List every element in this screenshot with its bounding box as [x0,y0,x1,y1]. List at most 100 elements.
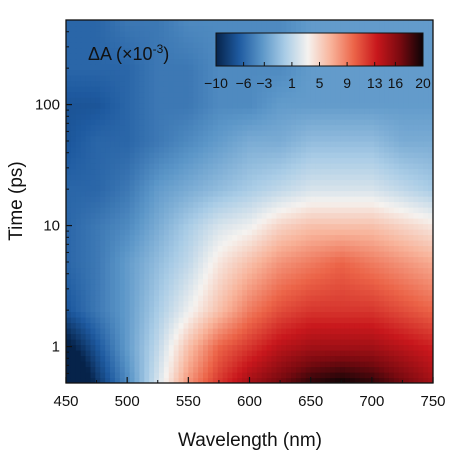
heatmap-cell [398,75,405,82]
heatmap-cell [428,157,433,164]
heatmap-cell [320,278,326,285]
heatmap-cell [247,141,253,148]
heatmap-cell [183,47,189,54]
heatmap-cell [154,64,160,71]
heatmap-cell [203,344,209,351]
heatmap-cell [75,344,82,351]
heatmap-cell [393,366,400,373]
heatmap-cell [188,53,194,60]
heatmap-cell [384,234,390,241]
heatmap-cell [384,152,390,159]
heatmap-cell [374,372,380,379]
heatmap-cell [398,80,405,87]
heatmap-cell [295,157,302,164]
heatmap-cell [388,350,395,357]
heatmap-cell [149,201,155,208]
heatmap-cell [291,278,297,285]
heatmap-cell [379,322,385,329]
heatmap-cell [276,141,282,148]
heatmap-cell [251,124,258,131]
heatmap-cell [183,245,189,252]
heatmap-cell [198,64,204,71]
heatmap-cell [163,97,170,104]
heatmap-cell [349,322,356,329]
heatmap-cell [80,47,87,54]
heatmap-cell [398,196,405,203]
heatmap-cell [154,42,160,49]
heatmap-cell [340,113,346,120]
heatmap-cell [114,42,121,49]
heatmap-cell [105,47,111,54]
heatmap-cell [119,25,126,32]
heatmap-cell [222,377,229,383]
heatmap-cell [330,322,336,329]
heatmap-cell [217,240,224,247]
heatmap-cell [188,124,194,131]
heatmap-cell [242,25,248,32]
heatmap-cell [193,350,199,357]
heatmap-cell [354,185,361,192]
heatmap-cell [158,267,165,274]
heatmap-cell [163,91,170,98]
heatmap-cell [325,179,331,186]
heatmap-cell [85,289,92,296]
heatmap-cell [85,20,92,27]
heatmap-cell [242,86,248,93]
heatmap-cell [149,267,155,274]
heatmap-cell [320,218,326,225]
heatmap-cell [85,25,92,32]
heatmap-cell [90,273,96,280]
heatmap-cell [124,223,131,230]
heatmap-cell [80,350,87,357]
heatmap-cell [217,218,224,225]
heatmap-cell [222,201,229,208]
heatmap-cell [369,355,375,362]
heatmap-cell [154,36,160,43]
heatmap-cell [168,130,175,137]
heatmap-cell [222,190,229,197]
heatmap-cell [271,278,278,285]
heatmap-cell [193,212,199,219]
heatmap-cell [110,108,116,115]
heatmap-cell [384,295,390,302]
heatmap-cell [163,256,170,263]
heatmap-cell [423,322,429,329]
heatmap-cell [340,344,346,351]
heatmap-cell [291,262,297,269]
heatmap-cell [66,333,72,340]
heatmap-cell [408,174,415,181]
heatmap-cell [237,146,243,153]
heatmap-cell [271,212,278,219]
heatmap-cell [105,328,111,335]
heatmap-cell [129,31,136,38]
heatmap-cell [158,157,165,164]
heatmap-cell [320,355,326,362]
heatmap-cell [134,273,140,280]
heatmap-cell [310,80,317,87]
heatmap-cell [403,350,410,357]
heatmap-cell [354,168,361,175]
heatmap-cell [217,196,224,203]
heatmap-cell [158,53,165,60]
heatmap-cell [105,339,111,346]
heatmap-cell [310,152,317,159]
heatmap-cell [110,168,116,175]
heatmap-cell [134,69,140,76]
heatmap-cell [163,278,170,285]
heatmap-cell [95,267,101,274]
heatmap-cell [291,284,297,291]
heatmap-cell [295,372,302,379]
heatmap-cell [183,174,189,181]
heatmap-cell [119,124,126,131]
heatmap-cell [384,157,390,164]
heatmap-cell [423,47,429,54]
heatmap-cell [413,240,419,247]
heatmap-cell [139,64,145,71]
heatmap-cell [119,201,126,208]
heatmap-cell [110,251,116,258]
heatmap-cell [344,146,351,153]
heatmap-cell [286,80,292,87]
heatmap-cell [374,64,380,71]
heatmap-cell [413,157,419,164]
heatmap-cell [203,47,209,54]
